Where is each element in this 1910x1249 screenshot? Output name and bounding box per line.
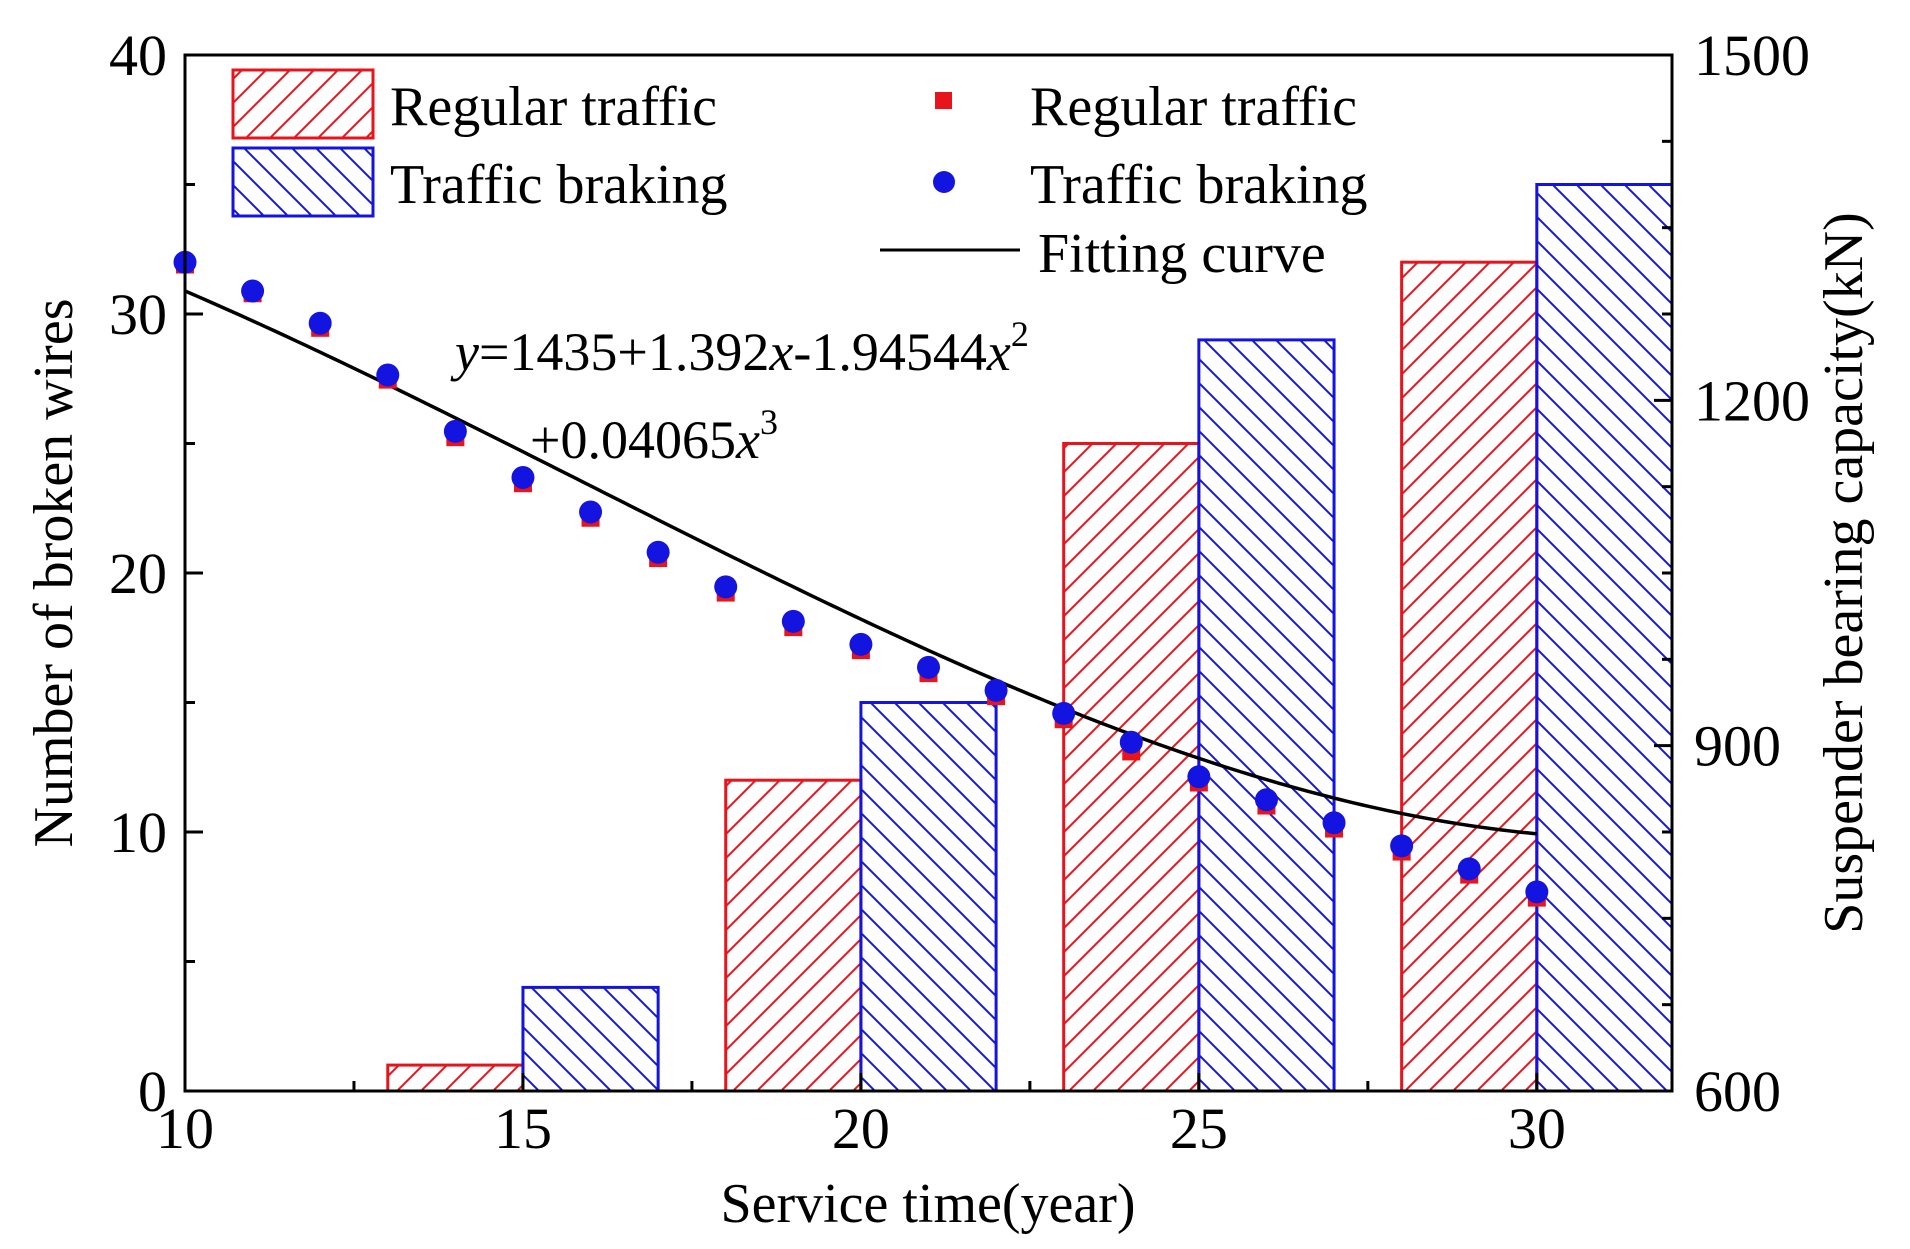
legend-label-traffic-braking-point: Traffic braking [1030,154,1368,216]
bars-layer [386,183,1674,1093]
eq-y: y [450,322,479,382]
eq-x1: x [768,322,793,382]
point-traffic-braking-29 [1457,857,1481,881]
legend: Regular traffic Traffic braking Regular … [231,68,1368,285]
legend-marker-traffic-braking-point [933,171,955,193]
legend-label-traffic-braking-bar: Traffic braking [390,154,728,216]
y-right-tick-label-600: 600 [1694,1059,1781,1124]
eq-x3: x [735,410,760,470]
x-axis-title: Service time(year) [720,1173,1135,1235]
x-tick-label-15: 15 [494,1096,552,1161]
legend-label-fitting-curve: Fitting curve [1038,223,1326,285]
y-left-tick-label-40: 40 [109,23,167,88]
point-traffic-braking-28 [1390,834,1414,858]
point-traffic-braking-18 [714,575,738,599]
legend-label-regular-traffic-bar: Regular traffic [390,76,717,138]
point-traffic-braking-27 [1322,811,1346,835]
eq-cubic-coef: +0.04065 [530,410,736,470]
x-tick-label-30: 30 [1508,1096,1566,1161]
point-traffic-braking-22 [984,678,1008,702]
y-axis-left-title: Number of broken wires [23,299,85,848]
point-traffic-braking-19 [781,609,805,633]
bar-regular-traffic-25 [1062,442,1201,1093]
bar-traffic-braking-20 [859,701,998,1093]
x-tick-label-20: 20 [832,1096,890,1161]
point-traffic-braking-21 [917,655,940,679]
bar-regular-traffic-20 [724,778,863,1093]
x-tick-label-10: 10 [156,1096,214,1161]
bar-traffic-braking-25 [1197,338,1336,1093]
bar-regular-traffic-30 [1400,260,1539,1093]
eq-quadratic-coef: -1.94544 [793,322,986,382]
x-tick-label-25: 25 [1170,1096,1228,1161]
point-traffic-braking-12 [308,311,332,335]
point-traffic-braking-23 [1052,701,1076,725]
eq-x2: x [986,322,1011,382]
point-traffic-braking-13 [376,363,400,387]
point-traffic-braking-11 [241,279,265,303]
point-traffic-braking-30 [1525,880,1549,904]
fit-equation-line-1: y=1435+1.392x-1.94544x2 [450,314,1029,382]
bar-traffic-braking-15 [521,985,660,1093]
eq-power-2: 2 [1011,314,1029,354]
legend-label-regular-traffic-point: Regular traffic [1030,76,1357,138]
legend-swatch-regular-traffic-bar [231,68,375,140]
point-traffic-braking-24 [1119,730,1143,754]
y-axis-right-title: Suspender bearing capacity(kN) [1813,212,1875,934]
y-left-tick-label-30: 30 [109,282,167,347]
point-traffic-braking-25 [1187,765,1211,789]
point-traffic-braking-14 [443,419,467,443]
bar-traffic-braking-30 [1535,183,1674,1093]
fit-curve-layer [184,289,1537,836]
y-right-tick-label-1200: 1200 [1694,368,1810,433]
fitting-curve-line [184,289,1537,836]
point-traffic-braking-17 [646,540,670,564]
y-left-tick-label-20: 20 [109,541,167,606]
legend-swatch-traffic-braking-bar [231,146,375,218]
y-left-tick-label-0: 0 [138,1059,167,1124]
legend-marker-regular-traffic-point [935,92,952,109]
point-traffic-braking-26 [1254,788,1278,812]
y-right-tick-label-900: 900 [1694,714,1781,779]
point-traffic-braking-15 [511,465,535,489]
point-traffic-braking-20 [849,632,873,656]
scatter-layer [173,250,1549,907]
eq-constant: =1435+1.392 [479,322,769,382]
point-traffic-braking-16 [579,500,603,524]
y-left-tick-label-10: 10 [109,800,167,865]
fit-equation-line-2: +0.04065x3 [530,402,778,470]
bar-regular-traffic-15 [386,1063,525,1093]
eq-power-3: 3 [760,402,778,442]
y-right-tick-label-1500: 1500 [1694,23,1810,88]
